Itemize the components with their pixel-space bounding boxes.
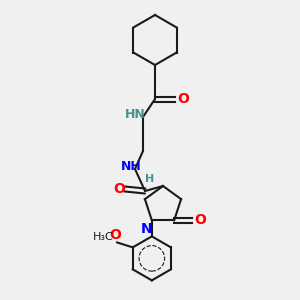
Text: O: O: [113, 182, 125, 196]
Text: H: H: [145, 174, 154, 184]
Text: NH: NH: [121, 160, 142, 173]
Text: O: O: [194, 213, 206, 227]
Text: N: N: [141, 222, 153, 236]
Text: HN: HN: [125, 109, 146, 122]
Text: H₃C: H₃C: [93, 232, 113, 242]
Text: O: O: [177, 92, 189, 106]
Text: O: O: [109, 228, 121, 242]
